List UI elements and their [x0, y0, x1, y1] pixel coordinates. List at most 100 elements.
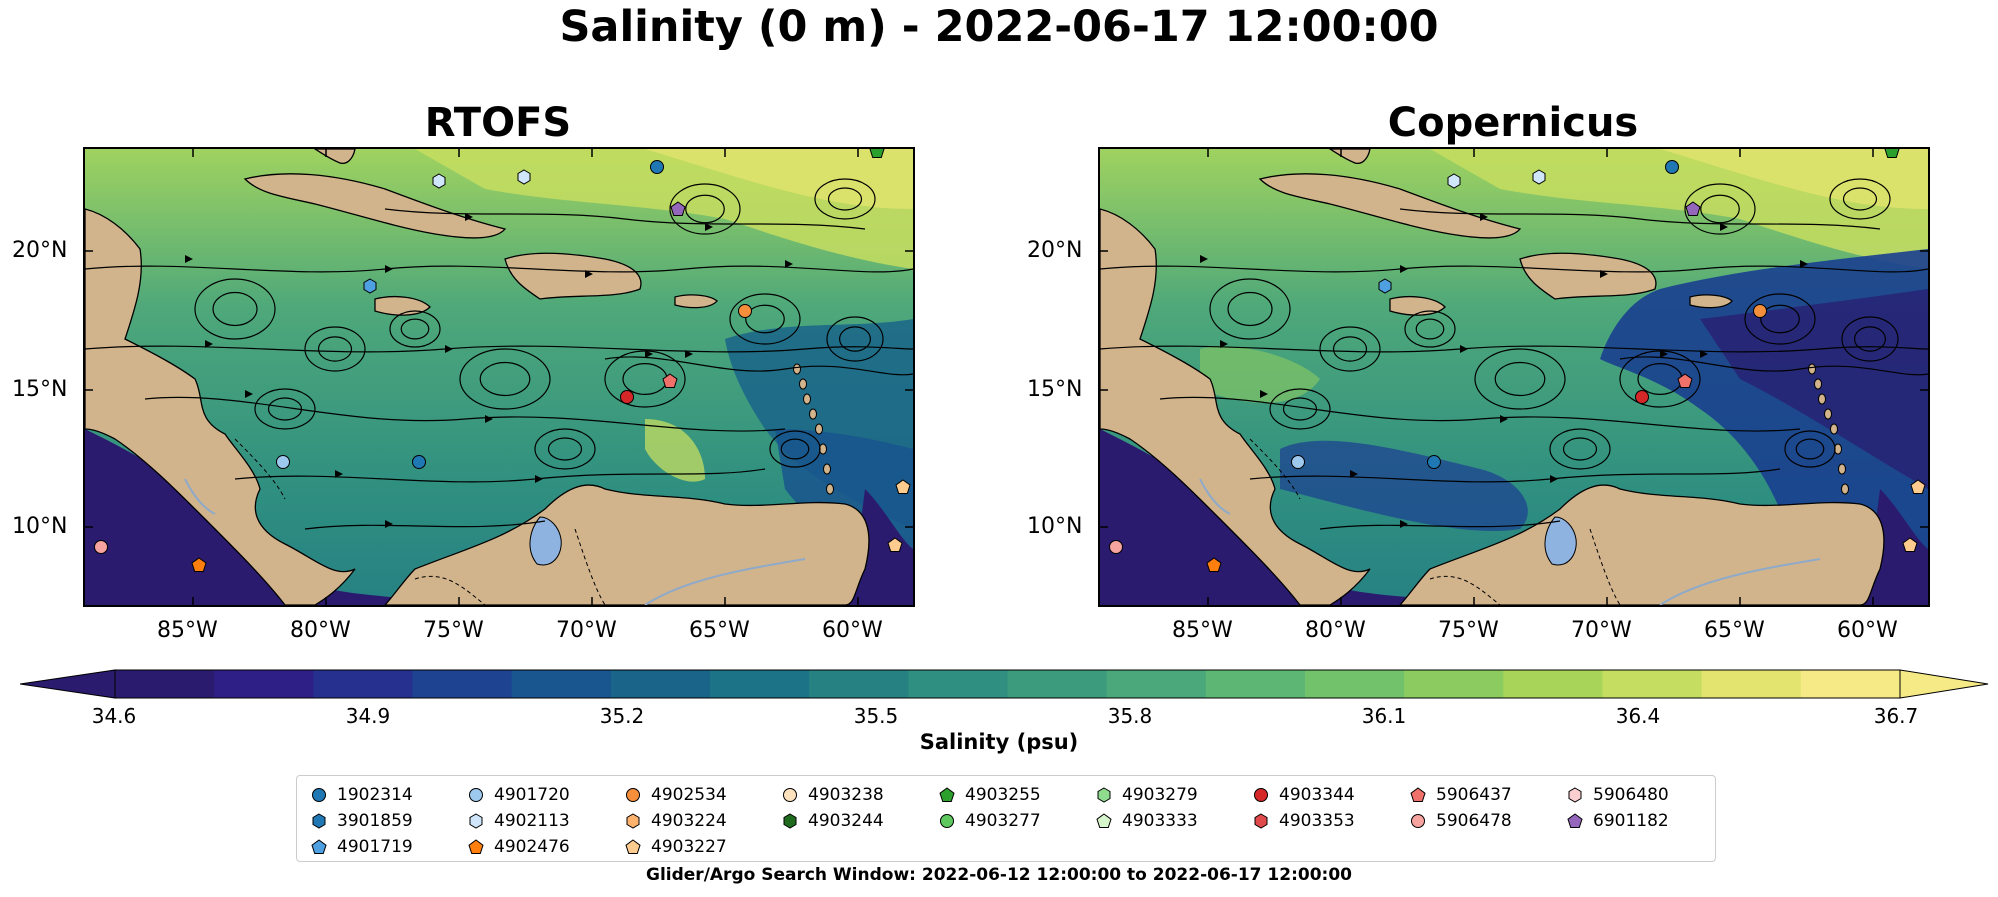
- flow-arrow-icon: [185, 255, 193, 263]
- streamline: [1100, 265, 1928, 273]
- colorbar-segment: [1602, 670, 1703, 698]
- legend-item: 4903333: [1096, 811, 1198, 831]
- legend-item-label: 6901182: [1593, 811, 1669, 831]
- puerto-rico-island: [674, 294, 718, 309]
- legend-item-label: 4903279: [1122, 785, 1198, 805]
- colorbar-segment: [610, 670, 711, 698]
- flow-arrow-icon: [385, 520, 393, 528]
- colorbar-tick-label: 36.7: [1873, 704, 1919, 728]
- eddy-streamline: [1700, 194, 1740, 224]
- float-marker-icon: [1427, 455, 1441, 469]
- eddy-streamline: [194, 278, 276, 340]
- float-marker-icon: [869, 149, 885, 158]
- y-tick-15n-left: 15°N: [12, 377, 68, 402]
- flow-arrow-icon: [1260, 390, 1268, 398]
- colorbar-segment: [1800, 670, 1901, 698]
- eddy-streamline: [1829, 178, 1891, 220]
- eddy-streamline: [459, 348, 551, 410]
- puerto-rico-island: [1689, 294, 1733, 309]
- legend-item: 4903344: [1253, 785, 1355, 805]
- float-marker-icon: [94, 540, 108, 554]
- legend-item: 5906437: [1410, 785, 1512, 805]
- legend-item-label: 5906478: [1436, 811, 1512, 831]
- hexagon-marker-icon: [1097, 787, 1111, 803]
- eddy-streamline: [389, 310, 441, 348]
- pentagon-marker-icon: [1410, 787, 1426, 802]
- flow-arrow-icon: [1660, 350, 1668, 358]
- salinity-high-region: [1660, 149, 1928, 209]
- circle-marker-icon: [940, 814, 954, 828]
- float-marker-icon: [191, 557, 207, 572]
- flow-arrow-icon: [1350, 470, 1358, 478]
- legend-item: 3901859: [311, 811, 413, 831]
- hexagon-marker-icon: [626, 813, 640, 829]
- float-marker-icon: [1884, 149, 1900, 158]
- eddy-streamline: [780, 438, 810, 460]
- map-panel-rtofs: [83, 147, 915, 607]
- flow-arrow-icon: [1460, 345, 1468, 353]
- pentagon-marker-icon: [1096, 813, 1112, 828]
- legend-item-label: 4902534: [651, 785, 727, 805]
- float-marker-icon: [432, 173, 446, 189]
- eddy-streamline: [1842, 187, 1878, 211]
- float-marker-icon: [1378, 278, 1392, 294]
- float-marker-icon: [1291, 455, 1305, 469]
- flow-arrow-icon: [245, 390, 253, 398]
- axis-ticks: [1100, 149, 1928, 605]
- x-tick-85w-right: 85°W: [1172, 618, 1233, 643]
- colorbar-segment: [1205, 670, 1306, 698]
- flow-arrow-icon: [1800, 260, 1808, 268]
- x-tick-60w-right: 60°W: [1837, 618, 1898, 643]
- eddy-streamline: [267, 397, 303, 421]
- lesser-antilles-island: [803, 393, 811, 405]
- float-marker-icon: [1109, 540, 1123, 554]
- eddy-streamline: [1760, 304, 1800, 334]
- streamline: [234, 468, 766, 483]
- x-tick-80w-right: 80°W: [1305, 618, 1366, 643]
- flow-arrow-icon: [1220, 340, 1228, 348]
- pacific-ocean-region: [85, 429, 445, 605]
- x-tick-65w-left: 65°W: [689, 618, 750, 643]
- float-marker-icon: [887, 537, 903, 552]
- colorbar-segment: [412, 670, 513, 698]
- streamline: [85, 345, 913, 353]
- circle-marker-icon: [1254, 788, 1268, 802]
- x-tick-75w-right: 75°W: [1438, 618, 1499, 643]
- streamline: [1159, 396, 1801, 432]
- legend-item-label: 4903224: [651, 811, 727, 831]
- lesser-antilles-island: [1824, 408, 1832, 420]
- eddy-streamline: [534, 428, 596, 470]
- salinity-high-region: [645, 149, 913, 209]
- eddy-streamline: [826, 316, 884, 362]
- legend-item-label: 4902476: [494, 837, 570, 857]
- legend-item: 4901720: [468, 785, 570, 805]
- float-marker-icon: [895, 479, 911, 494]
- legend-item: 1902314: [311, 785, 413, 805]
- eddy-streamline: [1744, 293, 1816, 345]
- eddy-streamline: [1853, 326, 1886, 352]
- colorbar-tick-label: 35.5: [853, 704, 899, 728]
- x-tick-85w-left: 85°W: [157, 618, 218, 643]
- circle-marker-icon: [783, 788, 797, 802]
- lesser-antilles-island: [793, 363, 801, 375]
- x-tick-65w-right: 65°W: [1704, 618, 1765, 643]
- legend-item-label: 4903353: [1279, 811, 1355, 831]
- legend-item-label: 4903333: [1122, 811, 1198, 831]
- cuba-island: [243, 173, 507, 239]
- flow-arrow-icon: [385, 265, 393, 273]
- eddy-streamline: [212, 291, 258, 327]
- eddy-streamline: [669, 183, 741, 235]
- pentagon-marker-icon: [468, 839, 484, 854]
- flow-arrow-icon: [1200, 255, 1208, 263]
- y-tick-15n-right: 15°N: [1027, 377, 1083, 402]
- lesser-antilles-island: [1814, 378, 1822, 390]
- colorbar-segment: [1503, 670, 1604, 698]
- rivers: [1199, 478, 1821, 605]
- pentagon-marker-icon: [1567, 813, 1583, 828]
- eddy-streamline: [1684, 183, 1756, 235]
- colorbar-segment: [115, 670, 215, 698]
- y-tick-20n-left: 20°N: [12, 238, 68, 263]
- flow-arrow-icon: [1700, 350, 1708, 358]
- float-marker-icon: [738, 304, 752, 318]
- figure-title: Salinity (0 m) - 2022-06-17 12:00:00: [559, 2, 1439, 52]
